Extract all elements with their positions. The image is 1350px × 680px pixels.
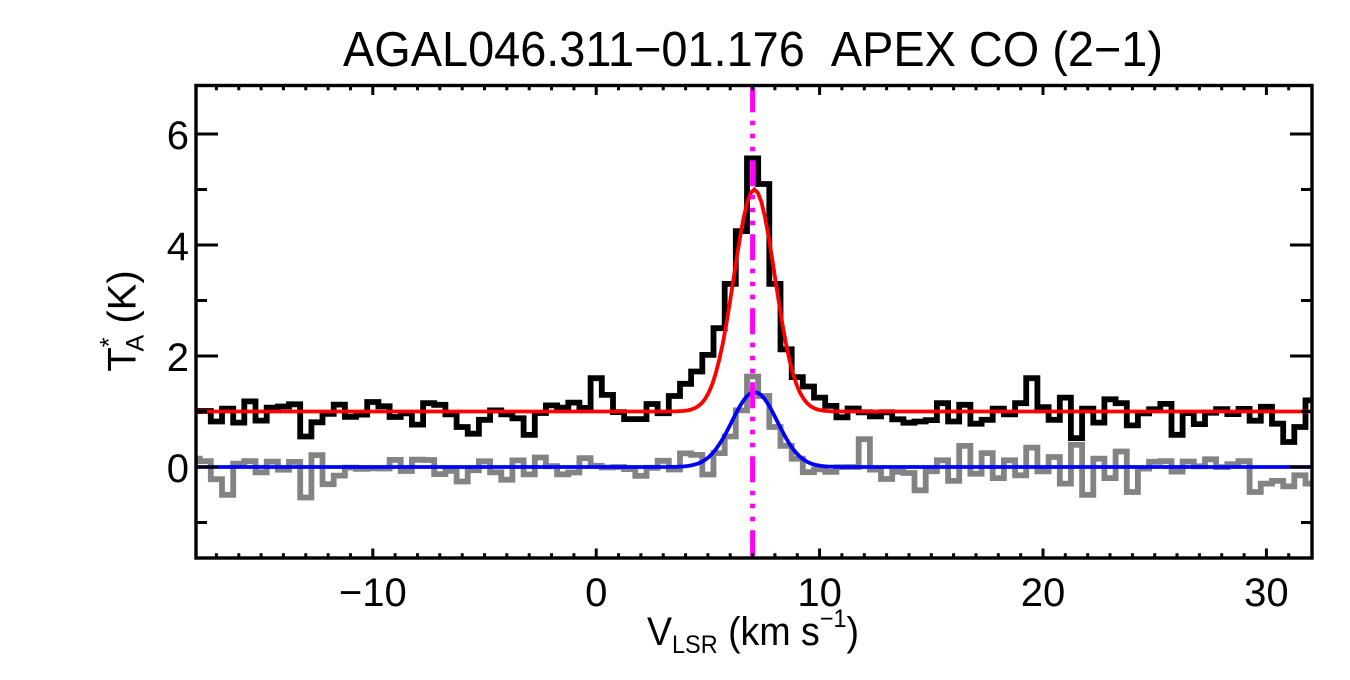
svg-text:T*A (K): T*A (K) — [96, 270, 150, 371]
svg-text:6: 6 — [167, 114, 189, 158]
svg-text:2: 2 — [167, 336, 189, 380]
svg-text:0: 0 — [585, 571, 607, 615]
svg-text:4: 4 — [167, 225, 189, 269]
svg-text:0: 0 — [167, 447, 189, 491]
svg-text:30: 30 — [1244, 571, 1289, 615]
svg-text:AGAL046.311−01.176 APEX CO (2: AGAL046.311−01.176 APEX CO (2−1) — [343, 23, 1163, 77]
svg-text:20: 20 — [1021, 571, 1066, 615]
svg-text:−10: −10 — [339, 571, 407, 615]
svg-text:10: 10 — [797, 571, 842, 615]
